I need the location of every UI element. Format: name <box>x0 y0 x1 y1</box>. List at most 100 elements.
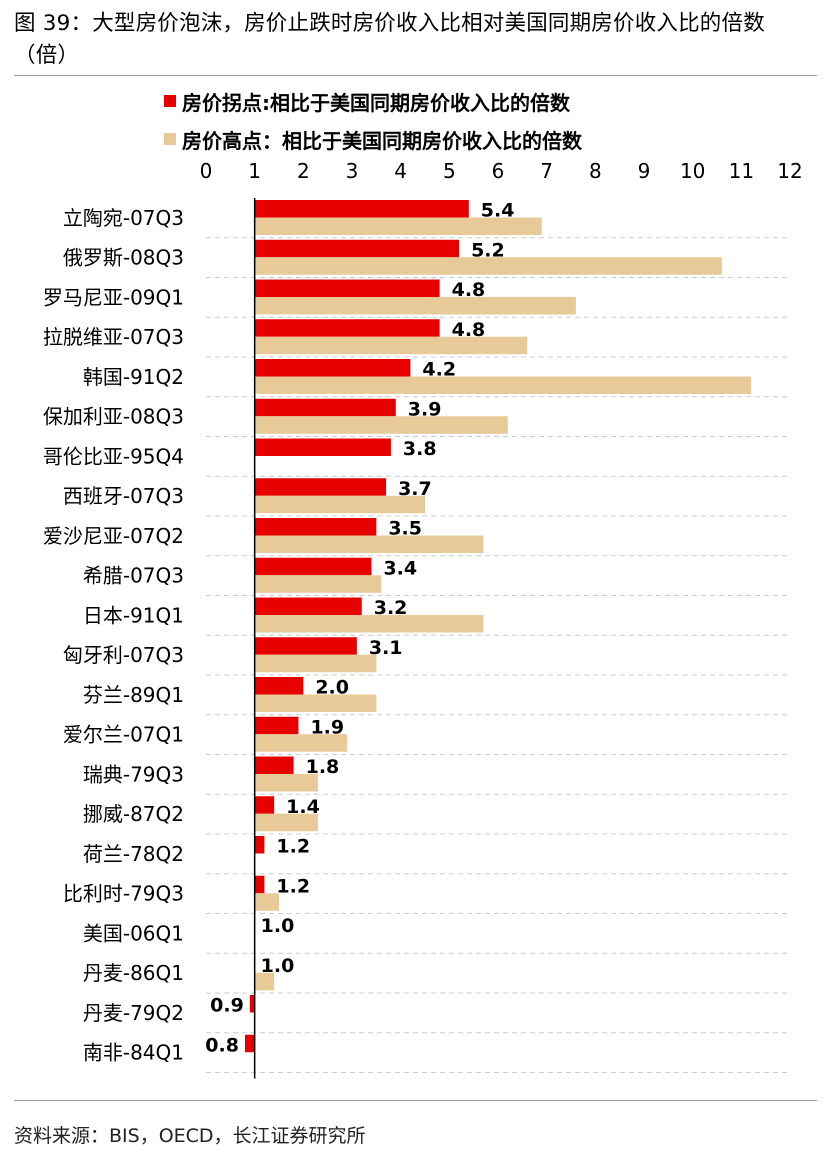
data-label: 5.2 <box>471 239 505 261</box>
data-label: 3.5 <box>388 518 422 540</box>
inflection-bar <box>254 677 304 695</box>
data-label: 3.4 <box>383 557 417 579</box>
peak-bar <box>254 535 484 553</box>
inflection-bar <box>254 716 299 735</box>
data-label: 4.8 <box>452 279 486 301</box>
x-tick-label: 2 <box>297 159 310 183</box>
category-label: 丹麦-79Q2 <box>83 1001 184 1025</box>
inflection-bar <box>254 796 275 814</box>
inflection-bar <box>254 756 294 774</box>
x-tick-label: 9 <box>638 159 651 183</box>
inflection-bar <box>254 518 377 536</box>
category-label: 保加利亚-08Q3 <box>43 405 184 429</box>
peak-bar <box>254 416 508 434</box>
peak-bar <box>254 376 752 394</box>
peak-bar <box>254 297 576 315</box>
inflection-bar <box>254 597 362 615</box>
legend: 房价拐点:相比于美国同期房价收入比的倍数 房价高点：相比于美国同期房价收入比的倍… <box>164 82 582 158</box>
category-label: 拉脱维亚-07Q3 <box>43 325 184 349</box>
data-label: 1.9 <box>310 716 344 738</box>
legend-label-inflection: 房价拐点:相比于美国同期房价收入比的倍数 <box>182 90 570 115</box>
title-divider <box>14 75 817 76</box>
peak-bar <box>254 495 425 514</box>
x-tick-label: 10 <box>680 159 705 183</box>
category-label: 芬兰-89Q1 <box>83 683 184 707</box>
inflection-bar <box>254 478 387 496</box>
peak-bar <box>254 654 377 673</box>
inflection-bar <box>254 438 391 456</box>
chart-title: 图 39：大型房价泡沫，房价止跌时房价收入比相对美国同期房价收入比的倍数（倍） <box>14 11 765 68</box>
peak-bar <box>254 615 484 633</box>
inflection-bar <box>244 1034 255 1053</box>
peak-bar <box>254 734 348 752</box>
peak-bar <box>254 813 318 832</box>
data-label: 4.2 <box>422 359 456 381</box>
legend-item-inflection: 房价拐点:相比于美国同期房价收入比的倍数 <box>164 82 582 120</box>
legend-swatch-inflection <box>164 95 176 107</box>
category-label: 韩国-91Q2 <box>83 365 184 389</box>
peak-bar <box>254 336 528 355</box>
data-label: 5.4 <box>481 200 515 222</box>
category-label: 挪威-87Q2 <box>83 802 184 826</box>
category-label: 罗马尼亚-09Q1 <box>43 285 184 309</box>
inflection-bar <box>254 836 265 854</box>
legend-swatch-peak <box>164 133 176 145</box>
data-label: 1.2 <box>276 875 310 897</box>
category-label: 比利时-79Q3 <box>63 882 184 906</box>
peak-bar <box>254 575 382 593</box>
peak-bar <box>254 257 722 275</box>
inflection-bar <box>254 200 469 218</box>
data-label: 1.0 <box>261 915 295 937</box>
inflection-bar <box>254 637 357 655</box>
data-label: 3.8 <box>403 438 437 460</box>
category-label: 爱尔兰-07Q1 <box>63 723 184 747</box>
x-tick-label: 7 <box>540 159 553 183</box>
x-tick-label: 5 <box>443 159 456 183</box>
x-tick-label: 8 <box>589 159 602 183</box>
peak-bar <box>254 972 275 991</box>
x-tick-label: 3 <box>346 159 359 183</box>
x-tick-label: 1 <box>248 159 261 183</box>
peak-bar <box>254 694 377 712</box>
x-tick-label: 6 <box>492 159 505 183</box>
category-label: 瑞典-79Q3 <box>83 762 184 786</box>
data-label: 1.0 <box>261 955 295 977</box>
category-label: 立陶宛-07Q3 <box>63 206 184 230</box>
inflection-bar <box>254 239 460 258</box>
data-label: 0.8 <box>205 1034 239 1056</box>
category-label: 日本-91Q1 <box>83 603 184 627</box>
data-label: 3.2 <box>374 597 408 619</box>
x-tick-label: 4 <box>394 159 407 183</box>
peak-bar <box>254 774 318 792</box>
inflection-bar <box>254 398 396 417</box>
category-label: 荷兰-78Q2 <box>83 842 184 866</box>
category-label: 俄罗斯-08Q3 <box>63 246 184 270</box>
data-label: 3.9 <box>408 398 442 420</box>
inflection-bar <box>254 319 440 337</box>
peak-bar <box>254 893 279 911</box>
category-label: 丹麦-86Q1 <box>83 961 184 985</box>
source-note: 资料来源：BIS，OECD，长江证券研究所 <box>14 1125 366 1147</box>
peak-bar <box>254 217 542 235</box>
category-label: 哥伦比亚-95Q4 <box>43 444 184 468</box>
inflection-bar <box>254 875 265 894</box>
category-label: 美国-06Q1 <box>83 921 184 945</box>
data-label: 4.8 <box>452 319 486 341</box>
x-tick-label: 0 <box>200 159 213 183</box>
data-label: 3.1 <box>369 637 403 659</box>
x-tick-label: 11 <box>729 159 754 183</box>
data-label: 0.9 <box>210 995 244 1017</box>
data-label: 2.0 <box>315 677 349 699</box>
inflection-bar <box>254 359 411 377</box>
category-label: 爱沙尼亚-07Q2 <box>43 524 184 548</box>
category-label: 西班牙-07Q3 <box>63 484 184 508</box>
inflection-bar <box>254 557 372 576</box>
x-tick-label: 12 <box>777 159 802 183</box>
source-divider <box>14 1100 817 1101</box>
category-label: 希腊-07Q3 <box>83 564 184 588</box>
legend-label-peak: 房价高点：相比于美国同期房价收入比的倍数 <box>182 128 582 153</box>
data-label: 1.4 <box>286 796 320 818</box>
legend-item-peak: 房价高点：相比于美国同期房价收入比的倍数 <box>164 120 582 158</box>
category-label: 匈牙利-07Q3 <box>63 643 184 667</box>
